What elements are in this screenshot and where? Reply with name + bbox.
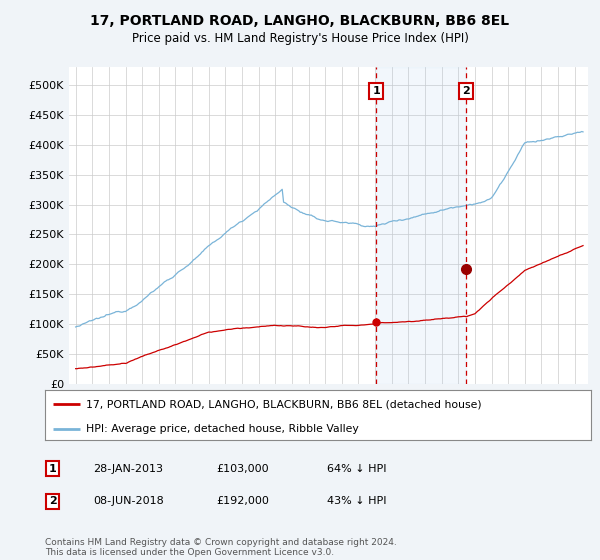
Text: Price paid vs. HM Land Registry's House Price Index (HPI): Price paid vs. HM Land Registry's House … [131,32,469,45]
Text: 1: 1 [373,86,380,96]
Text: £192,000: £192,000 [216,496,269,506]
Text: 1: 1 [49,464,56,474]
Text: 28-JAN-2013: 28-JAN-2013 [93,464,163,474]
Text: 17, PORTLAND ROAD, LANGHO, BLACKBURN, BB6 8EL (detached house): 17, PORTLAND ROAD, LANGHO, BLACKBURN, BB… [86,399,482,409]
Text: 43% ↓ HPI: 43% ↓ HPI [327,496,386,506]
Text: 17, PORTLAND ROAD, LANGHO, BLACKBURN, BB6 8EL: 17, PORTLAND ROAD, LANGHO, BLACKBURN, BB… [91,14,509,28]
Text: Contains HM Land Registry data © Crown copyright and database right 2024.
This d: Contains HM Land Registry data © Crown c… [45,538,397,557]
Text: 2: 2 [461,86,469,96]
Text: 2: 2 [49,496,56,506]
Text: 08-JUN-2018: 08-JUN-2018 [93,496,164,506]
Text: 64% ↓ HPI: 64% ↓ HPI [327,464,386,474]
Text: HPI: Average price, detached house, Ribble Valley: HPI: Average price, detached house, Ribb… [86,424,359,434]
Bar [376,67,466,384]
Text: £103,000: £103,000 [216,464,269,474]
